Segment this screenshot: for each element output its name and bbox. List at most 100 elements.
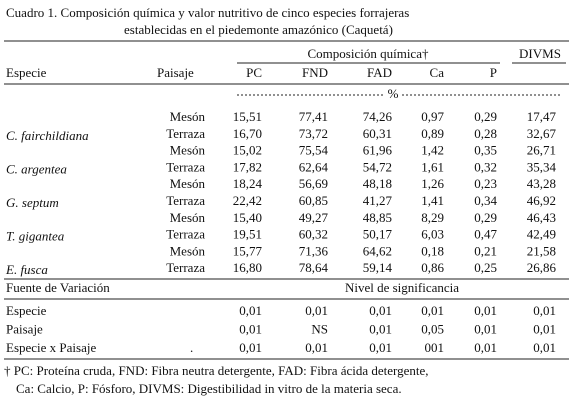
cell: 0,01 <box>474 340 497 355</box>
cell: 15,51 <box>233 109 262 124</box>
cell: 17,47 <box>527 109 557 124</box>
cell: 0,47 <box>474 227 497 242</box>
cell: 0,01 <box>421 303 444 318</box>
cell: 0,01 <box>369 340 392 355</box>
cell: 49,27 <box>299 210 329 225</box>
species: C. argentea <box>6 161 67 176</box>
landscape: Mesón <box>170 143 206 158</box>
species: G. septum <box>6 195 59 210</box>
column-header: Ca <box>430 65 445 80</box>
cell: 1,42 <box>421 143 444 158</box>
group-header: Composición química† <box>308 46 429 61</box>
cell: 50,17 <box>363 227 393 242</box>
cell: 0,25 <box>474 260 497 275</box>
cell: 64,62 <box>363 243 392 258</box>
footnote: † PC: Proteína cruda, FND: Fibra neutra … <box>4 363 429 378</box>
column-header: P <box>490 65 497 80</box>
source: Paisaje <box>6 321 43 336</box>
cell: NS <box>311 321 328 336</box>
cell: 0,01 <box>305 303 328 318</box>
source: Especie <box>6 303 47 318</box>
species: C. fairchildiana <box>6 128 89 143</box>
column-header: PC <box>246 65 262 80</box>
cell: 46,92 <box>527 193 556 208</box>
cell: 0,01 <box>533 303 556 318</box>
cell: 59,14 <box>363 260 393 275</box>
section-header: Nivel de significancia <box>345 280 459 295</box>
landscape: Mesón <box>170 210 206 225</box>
cell: 0,86 <box>421 260 444 275</box>
cell: 77,41 <box>299 109 328 124</box>
cell: 0,97 <box>421 109 444 124</box>
cell: 60,85 <box>299 193 328 208</box>
cell: 18,24 <box>233 176 263 191</box>
cell: 26,86 <box>527 260 557 275</box>
cell: 17,82 <box>233 159 262 174</box>
species: E. fusca <box>5 262 48 277</box>
cell: 15,77 <box>233 243 263 258</box>
cell: 0,01 <box>369 303 392 318</box>
cell: 21,58 <box>527 243 556 258</box>
species: T. gigantea <box>6 229 65 244</box>
footnote: Ca: Calcio, P: Fósforo, DIVMS: Digestibi… <box>16 381 402 396</box>
cell: 0,01 <box>369 321 392 336</box>
cell: 0,29 <box>474 109 497 124</box>
cell: 78,64 <box>299 260 329 275</box>
column-header: Paisaje <box>157 65 194 80</box>
landscape: Mesón <box>170 109 206 124</box>
cell: 8,29 <box>421 210 444 225</box>
cell: 0,21 <box>474 243 497 258</box>
landscape: Terraza <box>166 227 205 242</box>
cell: 46,43 <box>527 210 556 225</box>
cell: 48,85 <box>363 210 392 225</box>
section-header: Fuente de Variación <box>6 280 110 295</box>
cell: 43,28 <box>527 176 556 191</box>
cell: 48,18 <box>363 176 392 191</box>
cell: 0,01 <box>239 340 262 355</box>
cell: 0,01 <box>239 303 262 318</box>
source: Especie x Paisaje <box>6 340 96 355</box>
title: establecidas en el piedemonte amazónico … <box>124 22 393 37</box>
cell: 0,01 <box>474 321 497 336</box>
cell: 0,35 <box>474 143 497 158</box>
cell: 75,54 <box>299 143 329 158</box>
landscape: Terraza <box>166 126 205 141</box>
cell: 0,01 <box>533 321 556 336</box>
cell: 41,27 <box>363 193 393 208</box>
landscape: Terraza <box>166 193 205 208</box>
landscape: Terraza <box>166 159 205 174</box>
cell: 74,26 <box>363 109 393 124</box>
cell: 6,03 <box>421 227 444 242</box>
cell: 0,18 <box>421 243 444 258</box>
cell: 16,70 <box>233 126 262 141</box>
title: Cuadro 1. Composición química y valor nu… <box>6 5 409 20</box>
cell: 73,72 <box>299 126 328 141</box>
cell: 35,34 <box>527 159 557 174</box>
cell: 0,32 <box>474 159 497 174</box>
cell: 0,89 <box>421 126 444 141</box>
unit: % <box>388 86 399 101</box>
cell: 0,34 <box>474 193 497 208</box>
column-header: FND <box>302 65 328 80</box>
cell: 0,01 <box>474 303 497 318</box>
cell: 0,28 <box>474 126 497 141</box>
cell: 1,41 <box>421 193 444 208</box>
cell: 0,05 <box>421 321 444 336</box>
column-header: DIVMS <box>519 46 561 61</box>
column-header: FAD <box>367 65 392 80</box>
cell: 60,31 <box>363 126 392 141</box>
cell: 0,01 <box>533 340 556 355</box>
cell: 61,96 <box>363 143 393 158</box>
landscape: Terraza <box>166 260 205 275</box>
cell: 62,64 <box>299 159 329 174</box>
cell: 15,40 <box>233 210 262 225</box>
landscape: Mesón <box>170 176 206 191</box>
cell: 16,80 <box>233 260 262 275</box>
cell: 60,32 <box>299 227 328 242</box>
cell: 1,61 <box>421 159 444 174</box>
cell: 22,42 <box>233 193 262 208</box>
mark: . <box>190 340 193 355</box>
cell: 0,29 <box>474 210 497 225</box>
cell: 15,02 <box>233 143 262 158</box>
cell: 001 <box>425 340 445 355</box>
